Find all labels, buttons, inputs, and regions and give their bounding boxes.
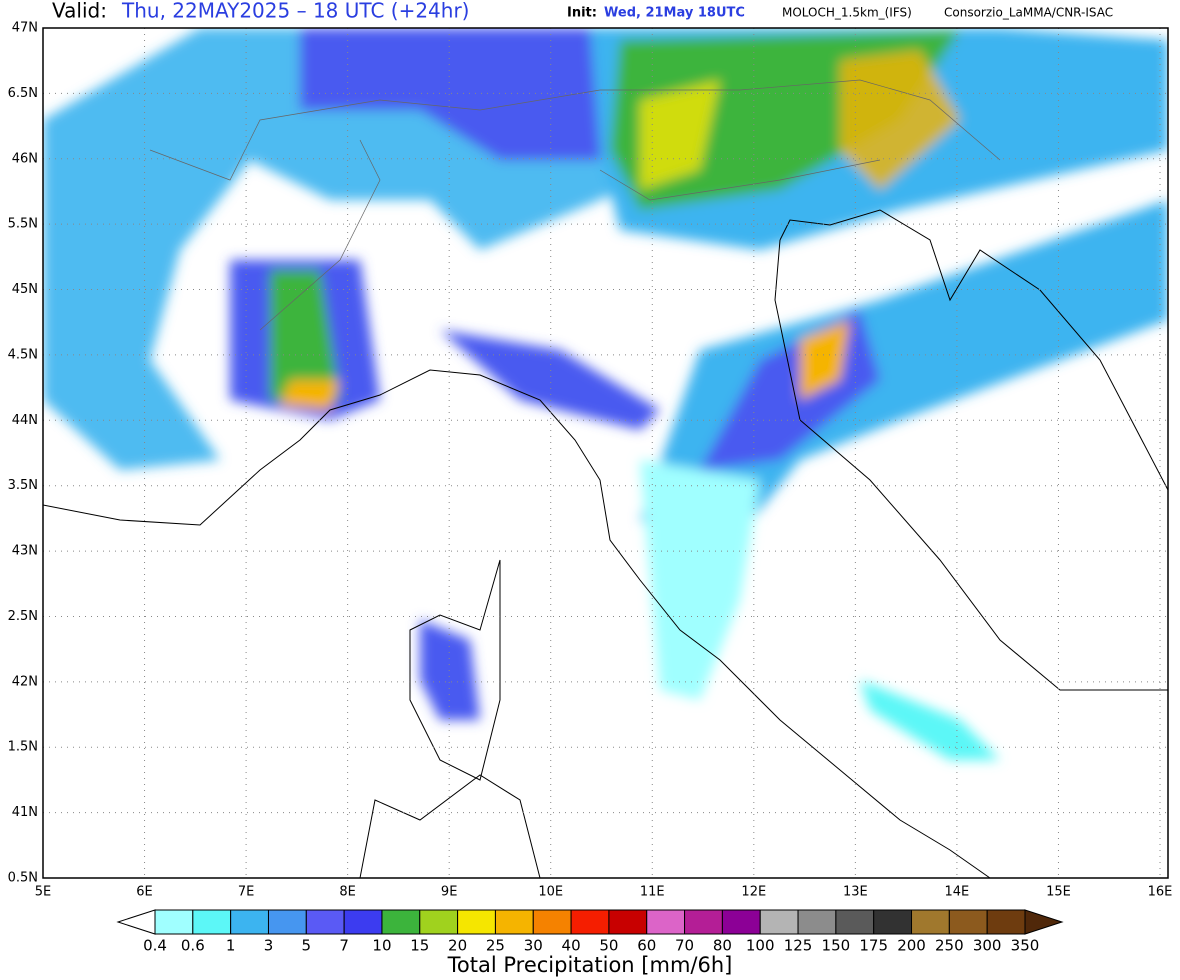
lon-label: 6E (136, 885, 153, 900)
colorbar-label: 0.6 (181, 937, 205, 955)
colorbar-label: 50 (599, 937, 618, 955)
colorbar-swatch (230, 909, 269, 935)
colorbar-swatch (721, 909, 761, 935)
lon-label: 5E (35, 885, 52, 900)
colorbar-title: Total Precipitation [mm/6h] (447, 953, 733, 977)
graticule (43, 28, 1168, 878)
lon-label: 15E (1046, 885, 1071, 900)
precipitation-field (43, 28, 1168, 760)
lon-label: 9E (441, 885, 458, 900)
coastlines (43, 209, 1168, 878)
colorbar-label: 200 (897, 937, 926, 955)
colorbar-swatch (986, 909, 1026, 935)
lon-label: 13E (843, 885, 868, 900)
lon-label: 12E (741, 885, 766, 900)
colorbar-label: 5 (302, 937, 312, 955)
colorbar-swatch (381, 909, 421, 935)
lat-label: 47N (12, 21, 38, 36)
map-frame (42, 27, 1169, 879)
credit: Consorzio_LaMMA/CNR-ISAC (944, 6, 1113, 20)
colorbar-swatch (305, 909, 345, 935)
lat-label: 0.5N (8, 871, 38, 886)
colorbar-label: 100 (746, 937, 775, 955)
colorbar-label: 30 (524, 937, 543, 955)
colorbar-label: 80 (713, 937, 732, 955)
lat-label: 5.5N (8, 217, 38, 232)
colorbar-label: 250 (935, 937, 964, 955)
lon-label: 10E (538, 885, 563, 900)
colorbar-swatch (419, 909, 459, 935)
valid-time: Thu, 22MAY2025 – 18 UTC (+24hr) (121, 0, 469, 23)
colorbar-swatch (154, 909, 194, 935)
init-time: Wed, 21May 18UTC (604, 6, 745, 21)
model-name: MOLOCH_1.5km_(IFS) (782, 6, 912, 20)
colorbar-swatch (457, 909, 496, 935)
colorbar-swatch (835, 909, 875, 935)
colorbar-swatch (494, 909, 534, 935)
colorbar-label: 300 (973, 937, 1002, 955)
colorbar-swatch (759, 909, 799, 935)
colorbar-label: 25 (486, 937, 505, 955)
map-area (43, 28, 1168, 878)
colorbar-label: 7 (339, 937, 349, 955)
colorbar-label: 150 (822, 937, 851, 955)
colorbar-label: 15 (410, 937, 429, 955)
colorbar-swatch (192, 909, 232, 935)
lon-label: 14E (945, 885, 970, 900)
lat-label: 3.5N (8, 478, 38, 493)
colorbar-swatch (797, 909, 837, 935)
init-label: Init: (567, 6, 597, 21)
valid-label: Valid: (52, 0, 107, 23)
colorbar-label: 1 (226, 937, 236, 955)
colorbar-swatch (948, 909, 988, 935)
colorbar-label: 60 (637, 937, 656, 955)
lat-label: 2.5N (8, 609, 38, 624)
lat-label: 45N (12, 282, 38, 297)
colorbar-swatch (646, 909, 686, 935)
colorbar-swatch (532, 909, 572, 935)
lat-label: 4.5N (8, 347, 38, 362)
colorbar-under (116, 909, 156, 935)
lon-label: 16E (1148, 885, 1173, 900)
colorbar-swatch (570, 909, 610, 935)
colorbar-swatch (911, 909, 950, 935)
colorbar-swatch (608, 909, 648, 935)
colorbar-swatch (267, 909, 307, 935)
lon-label: 7E (238, 885, 255, 900)
lon-label: 11E (640, 885, 665, 900)
colorbar-label: 350 (1011, 937, 1040, 955)
colorbar-swatch (684, 909, 723, 935)
colorbar-label: 0.4 (143, 937, 167, 955)
borders (149, 79, 1001, 331)
lon-label: 8E (339, 885, 356, 900)
colorbar-swatch (873, 909, 913, 935)
header: Valid: Thu, 22MAY2025 – 18 UTC (+24hr) I… (52, 0, 1113, 23)
lat-label: 1.5N (8, 740, 38, 755)
colorbar-label: 3 (264, 937, 274, 955)
colorbar-label: 175 (859, 937, 888, 955)
colorbar-label: 20 (448, 937, 467, 955)
lat-label: 43N (12, 544, 38, 559)
colorbar-label: 125 (784, 937, 813, 955)
lat-label: 46N (12, 151, 38, 166)
colorbar-label: 40 (562, 937, 581, 955)
lat-label: 44N (12, 413, 38, 428)
colorbar-over (1024, 909, 1064, 935)
lat-label: 42N (12, 674, 38, 689)
colorbar-swatch (343, 909, 383, 935)
lat-label: 6.5N (8, 86, 38, 101)
colorbar: 0.4 0.6 1 3 5 7 10 15 20 25 30 40 50 60 70 80 100 125 150 1… (116, 909, 1064, 955)
colorbar-label: 70 (675, 937, 694, 955)
axis-labels: 47N 6.5N 46N 5.5N 45N 4.5N 44N 3.5N 43N 2.5N 42N 1.… (8, 21, 1173, 900)
lat-label: 41N (12, 805, 38, 820)
colorbar-label: 10 (372, 937, 391, 955)
